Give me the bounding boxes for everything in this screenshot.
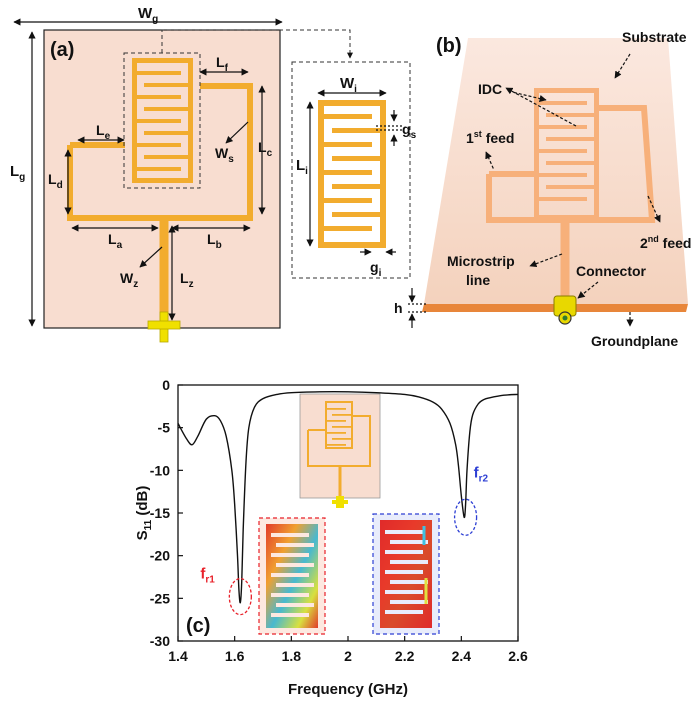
label-li: Li: [296, 157, 308, 177]
label-lb: Lb: [207, 231, 222, 251]
label-2nd-feed: 2nd feed: [640, 234, 691, 251]
panel-c-label: (c): [186, 615, 210, 637]
label-lc: Lc: [258, 139, 273, 159]
label-lz: Lz: [180, 270, 194, 290]
resonance-label-2: fr2: [474, 464, 489, 484]
panel-c-chart: 1.4 1.6 1.8 2 2.2 2.4 2.6 0 -5 -10 -15 -20 -25 -30: [134, 377, 528, 698]
y-tick-label: -30: [150, 633, 170, 649]
chart-inset-antenna: [299, 393, 381, 508]
substrate-3d: [424, 38, 688, 304]
x-tick-label: 1.4: [168, 648, 188, 664]
x-axis-title: Frequency (GHz): [288, 681, 408, 698]
x-tick-label: 2.4: [452, 648, 472, 664]
h-dimension: [408, 288, 428, 328]
label-wz: Wz: [120, 270, 138, 290]
label-groundplane: Groundplane: [591, 333, 678, 349]
y-axis-title: S11 (dB): [134, 486, 154, 541]
label-microstrip: Microstrip: [447, 253, 515, 269]
panel-a-label: (a): [50, 39, 74, 61]
resonance-ellipse-2: [453, 498, 478, 536]
dimension-lines-a: [13, 18, 283, 327]
label-lf: Lf: [216, 54, 229, 74]
y-tick-label: 0: [162, 377, 170, 393]
label-connector: Connector: [576, 263, 647, 279]
label-wi: Wi: [340, 75, 357, 95]
idc-3d: [534, 88, 599, 220]
resonance-markers: fr1 fr2: [200, 464, 489, 616]
s11-curve: [177, 391, 519, 604]
y-tick-label: -25: [150, 590, 170, 606]
label-gi: gi: [370, 259, 382, 279]
idc-inset: Wi Li gs gi: [291, 61, 417, 279]
panel-b-label: (b): [436, 35, 462, 57]
feed-network-3d: [486, 105, 656, 300]
label-1st-feed: 1st feed: [466, 129, 515, 146]
label-le: Le: [96, 122, 111, 142]
connector-3d: [553, 295, 577, 325]
y-tick-label: -15: [150, 505, 170, 521]
x-tick-label: 2: [344, 648, 352, 664]
axis-tick-labels: 1.4 1.6 1.8 2 2.2 2.4 2.6 0 -5 -10 -15 -20 -25 -30: [150, 377, 528, 664]
panel-a: (a): [10, 5, 283, 343]
inset-idc: [318, 100, 386, 248]
idc-structure: [132, 58, 193, 183]
label-idc: IDC: [478, 81, 502, 97]
axis-ticks: [177, 384, 519, 642]
x-tick-label: 2.2: [395, 648, 415, 664]
label-line: line: [466, 272, 490, 288]
current-distribution-fr1: [258, 517, 326, 635]
y-tick-label: -5: [158, 420, 171, 436]
inset-dimensions: [306, 89, 404, 256]
current-distribution-fr2: [372, 513, 440, 635]
panel-b: (b): [394, 29, 691, 349]
x-tick-label: 2.6: [508, 648, 528, 664]
x-tick-label: 1.6: [225, 648, 245, 664]
label-ld: Ld: [48, 171, 63, 191]
zoom-connector: [161, 29, 353, 59]
y-tick-label: -10: [150, 462, 170, 478]
label-lg: Lg: [10, 163, 25, 183]
x-tick-label: 1.8: [282, 648, 302, 664]
resonance-ellipse-1: [228, 577, 252, 616]
y-tick-label: -20: [150, 548, 170, 564]
label-substrate: Substrate: [622, 29, 687, 45]
annotations-b: [485, 53, 661, 327]
label-h: h: [394, 300, 403, 316]
label-la: La: [108, 231, 123, 251]
connector-a: [147, 311, 181, 343]
label-ws: Ws: [215, 145, 234, 165]
resonance-label-1: fr1: [200, 566, 215, 586]
label-gs: gs: [402, 121, 417, 141]
label-wg: Wg: [138, 5, 158, 25]
